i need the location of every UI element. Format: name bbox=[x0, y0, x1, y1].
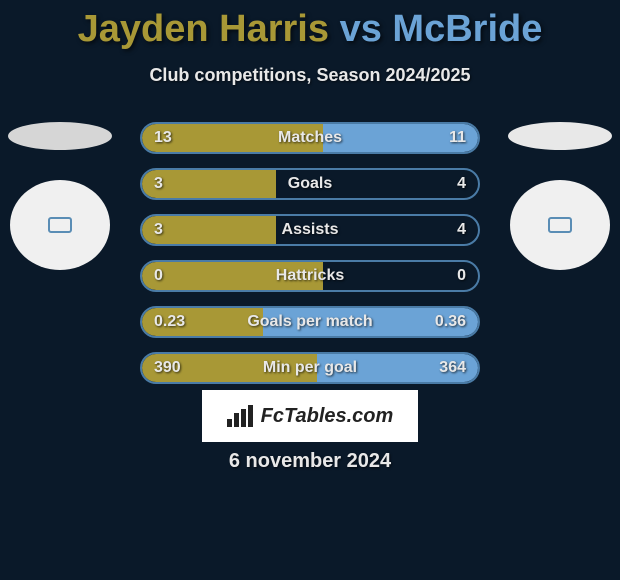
vs-text: vs bbox=[340, 8, 382, 50]
date-text: 6 november 2024 bbox=[0, 450, 620, 473]
stat-value-right: 0 bbox=[457, 267, 466, 285]
stat-label: Goals per match bbox=[247, 313, 372, 331]
player2-name: McBride bbox=[392, 8, 542, 50]
player2-badge-inner-icon bbox=[548, 217, 572, 233]
player1-badge-icon bbox=[10, 180, 110, 270]
player1-oval-icon bbox=[8, 122, 112, 150]
brand-box: FcTables.com bbox=[202, 390, 418, 442]
stat-value-right: 4 bbox=[457, 175, 466, 193]
stat-value-left: 390 bbox=[154, 359, 181, 377]
player1-badge-inner-icon bbox=[48, 217, 72, 233]
player1-name: Jayden Harris bbox=[78, 8, 329, 50]
stat-value-right: 0.36 bbox=[435, 313, 466, 331]
subtitle: Club competitions, Season 2024/2025 bbox=[0, 65, 620, 86]
stat-row: 3 4 Assists bbox=[140, 214, 480, 246]
comparison-title: Jayden Harris vs McBride bbox=[0, 0, 620, 51]
stat-row: 0 0 Hattricks bbox=[140, 260, 480, 292]
stat-rows: 13 11 Matches 3 4 Goals 3 4 Assists 0 0 Hattricks 0.… bbox=[140, 122, 480, 398]
stat-value-right: 4 bbox=[457, 221, 466, 239]
stat-value-left: 0 bbox=[154, 267, 163, 285]
stat-row: 390 364 Min per goal bbox=[140, 352, 480, 384]
brand-bars-icon bbox=[227, 405, 255, 427]
stat-value-left: 13 bbox=[154, 129, 172, 147]
stat-label: Hattricks bbox=[276, 267, 344, 285]
player2-badge-icon bbox=[510, 180, 610, 270]
stat-label: Assists bbox=[282, 221, 339, 239]
stat-value-right: 11 bbox=[449, 129, 466, 147]
stat-label: Goals bbox=[288, 175, 332, 193]
stat-row: 13 11 Matches bbox=[140, 122, 480, 154]
stat-label: Matches bbox=[278, 129, 342, 147]
player2-logo-block bbox=[508, 122, 612, 270]
stat-value-left: 3 bbox=[154, 175, 163, 193]
stat-value-left: 3 bbox=[154, 221, 163, 239]
player1-logo-block bbox=[8, 122, 112, 270]
stat-value-left: 0.23 bbox=[154, 313, 185, 331]
stat-row: 0.23 0.36 Goals per match bbox=[140, 306, 480, 338]
brand-text: FcTables.com bbox=[261, 405, 394, 428]
stat-label: Min per goal bbox=[263, 359, 357, 377]
stat-value-right: 364 bbox=[439, 359, 466, 377]
player2-oval-icon bbox=[508, 122, 612, 150]
stat-row: 3 4 Goals bbox=[140, 168, 480, 200]
